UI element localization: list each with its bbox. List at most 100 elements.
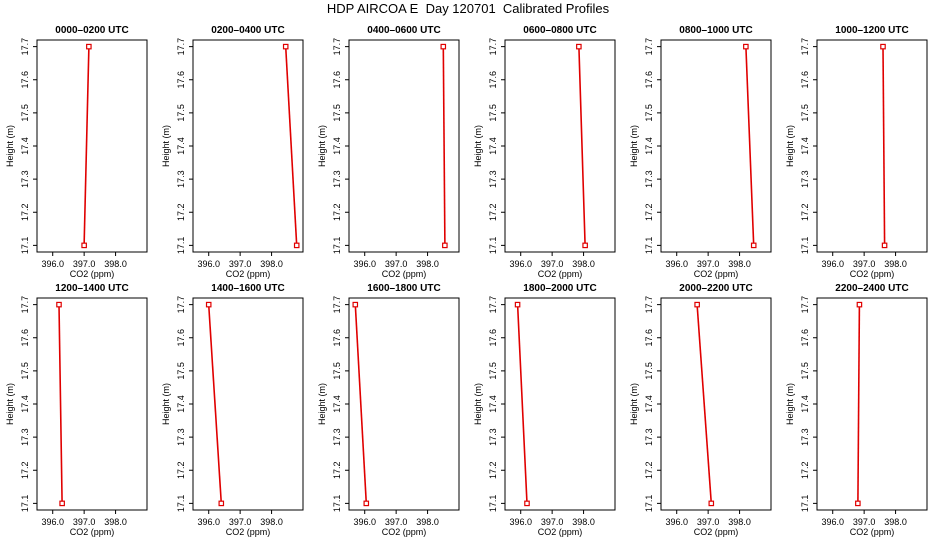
panel-5-y-tick-label: 17.7: [644, 38, 654, 56]
panel-4-x-tick-label: 397.0: [541, 259, 564, 269]
panel-1-y-tick-label: 17.6: [20, 71, 30, 89]
panel-12-data-point: [855, 500, 861, 507]
panel-7-frame: [36, 297, 148, 511]
panel-4-frame: [504, 39, 616, 253]
panel-5-y-tick-label: 17.2: [644, 203, 654, 221]
panel-9-y-tick-label: 17.5: [332, 362, 342, 380]
panel-4-y-tick-label: 17.2: [488, 203, 498, 221]
panel-11-y-tick-label: 17.3: [644, 428, 654, 446]
panel-11-y-tick-label: 17.1: [644, 495, 654, 513]
panel-4-x-tick-label: 396.0: [509, 259, 532, 269]
panel-5-y-tick-label: 17.4: [644, 137, 654, 155]
panel-2-data-point: [282, 43, 289, 50]
panel-7-y-tick-label: 17.2: [20, 461, 30, 479]
panel-7-y-tick-label: 17.6: [20, 329, 30, 347]
panel-12-data-point: [856, 301, 863, 308]
panel-12-y-tick-label: 17.7: [800, 296, 810, 314]
panel-10-y-tick-label: 17.6: [488, 329, 498, 347]
panel-5-x-axis-label: CO2 (ppm): [694, 269, 739, 279]
panel-4-y-tick-label: 17.6: [488, 71, 498, 89]
panel-11-title: 2000–2200 UTC: [679, 283, 752, 294]
panel-2-y-tick-label: 17.5: [176, 104, 186, 122]
panel-1-y-tick-label: 17.4: [20, 137, 30, 155]
panel-7-y-tick-label: 17.4: [20, 395, 30, 413]
panel-7-x-tick-label: 397.0: [73, 517, 96, 527]
panel-2-x-tick-label: 397.0: [229, 259, 252, 269]
panel-2-y-tick-label: 17.4: [176, 137, 186, 155]
panel-11-x-tick-label: 396.0: [665, 517, 688, 527]
panel-12-y-tick-label: 17.1: [800, 495, 810, 513]
panel-5-y-tick-label: 17.5: [644, 104, 654, 122]
panel-12-y-tick-label: 17.5: [800, 362, 810, 380]
panel-12-y-axis-label: Height (m): [785, 383, 795, 425]
panel-6-x-tick-label: 398.0: [884, 259, 907, 269]
panel-4-y-tick-label: 17.4: [488, 137, 498, 155]
panel-1-x-axis-label: CO2 (ppm): [70, 269, 115, 279]
panel-1-profile-line: [83, 46, 90, 246]
panel-3-y-axis-label: Height (m): [317, 125, 327, 167]
panel-9-x-tick-label: 397.0: [385, 517, 408, 527]
panel-5-y-tick-label: 17.3: [644, 170, 654, 188]
panel-1-y-tick-label: 17.3: [20, 170, 30, 188]
panel-2-y-axis-label: Height (m): [161, 125, 171, 167]
panel-11-frame: [660, 297, 772, 511]
panel-4-y-tick-label: 17.3: [488, 170, 498, 188]
panel-7-x-axis-label: CO2 (ppm): [70, 527, 115, 537]
panel-10-x-axis-label: CO2 (ppm): [538, 527, 583, 537]
panel-5-data-point: [743, 43, 749, 50]
panel-3-x-tick-label: 398.0: [416, 259, 439, 269]
panel-8-x-axis-label: CO2 (ppm): [226, 527, 271, 537]
panel-8-y-tick-label: 17.1: [176, 495, 186, 513]
panel-4-x-axis-label: CO2 (ppm): [538, 269, 583, 279]
panel-12-x-tick-label: 398.0: [884, 517, 907, 527]
panel-9-y-tick-label: 17.4: [332, 395, 342, 413]
panel-10-y-tick-label: 17.7: [488, 296, 498, 314]
panel-6-y-tick-label: 17.7: [800, 38, 810, 56]
panel-10-y-axis-label: Height (m): [473, 383, 483, 425]
panel-12-y-tick-label: 17.2: [800, 461, 810, 479]
panel-8-x-tick-label: 396.0: [197, 517, 220, 527]
panel-8-title: 1400–1600 UTC: [211, 283, 284, 294]
panel-2-y-tick-label: 17.6: [176, 71, 186, 89]
panel-6-data-point: [881, 242, 888, 249]
panel-8-y-tick-label: 17.6: [176, 329, 186, 347]
panel-1-y-tick-label: 17.2: [20, 203, 30, 221]
panel-7-y-tick-label: 17.7: [20, 296, 30, 314]
panel-3-y-tick-label: 17.1: [332, 237, 342, 255]
panel-4-y-tick-label: 17.1: [488, 237, 498, 255]
panel-3-y-tick-label: 17.4: [332, 137, 342, 155]
panel-12-frame: [816, 297, 928, 511]
panel-12-title: 2200–2400 UTC: [835, 283, 908, 294]
panel-8-y-axis-label: Height (m): [161, 383, 171, 425]
panel-1-y-tick-label: 17.7: [20, 38, 30, 56]
panel-10-x-tick-label: 396.0: [509, 517, 532, 527]
panel-10-x-tick-label: 398.0: [572, 517, 595, 527]
panel-9-y-tick-label: 17.1: [332, 495, 342, 513]
panel-2-y-tick-label: 17.3: [176, 170, 186, 188]
panel-10-y-tick-label: 17.2: [488, 461, 498, 479]
panel-3-y-tick-label: 17.6: [332, 71, 342, 89]
panel-8-profile-line: [207, 304, 223, 504]
panel-9-profile-line: [354, 304, 368, 504]
panel-10-y-tick-label: 17.4: [488, 395, 498, 413]
panel-2-y-tick-label: 17.1: [176, 237, 186, 255]
panel-12-y-tick-label: 17.6: [800, 329, 810, 347]
panel-2-x-axis-label: CO2 (ppm): [226, 269, 271, 279]
panel-10-y-tick-label: 17.5: [488, 362, 498, 380]
panel-7-data-point: [56, 301, 62, 308]
panel-3-y-tick-label: 17.5: [332, 104, 342, 122]
panel-7-y-tick-label: 17.3: [20, 428, 30, 446]
panel-3-x-axis-label: CO2 (ppm): [382, 269, 427, 279]
panel-1-y-tick-label: 17.5: [20, 104, 30, 122]
panel-5-x-tick-label: 397.0: [697, 259, 720, 269]
panel-8-x-tick-label: 398.0: [260, 517, 283, 527]
panel-12-x-tick-label: 396.0: [821, 517, 844, 527]
panel-11-y-tick-label: 17.7: [644, 296, 654, 314]
panel-9-data-point: [363, 500, 370, 507]
panel-5-frame: [660, 39, 772, 253]
panel-4-y-axis-label: Height (m): [473, 125, 483, 167]
panel-4-title: 0600–0800 UTC: [523, 25, 596, 36]
panel-6-y-tick-label: 17.2: [800, 203, 810, 221]
panel-11-x-axis-label: CO2 (ppm): [694, 527, 739, 537]
